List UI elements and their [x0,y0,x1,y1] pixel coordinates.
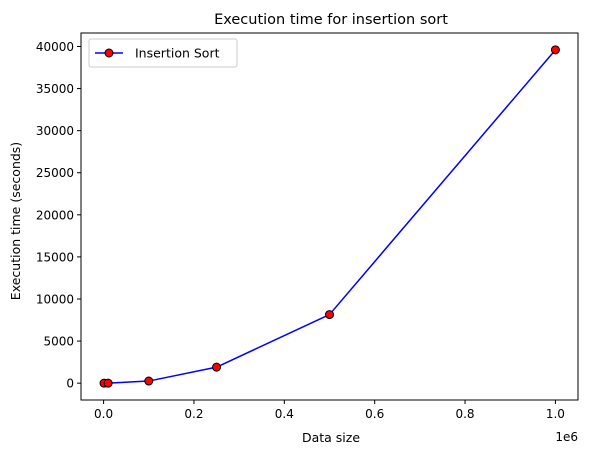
data-point [212,362,222,372]
y-tick-label: 30000 [36,124,74,138]
x-tick-label: 0.2 [184,407,203,421]
data-point [550,45,560,55]
x-axis: 0.0 0.2 0.4 0.6 0.8 1.0 [94,400,565,421]
series-line-insertion-sort [104,49,556,384]
x-axis-offset-label: 1e6 [555,430,578,444]
legend-frame [88,38,238,68]
legend: Insertion Sort [88,38,238,68]
y-tick-label: 35000 [36,82,74,96]
x-axis-label: Data size [302,430,360,445]
axes-frame [80,32,579,401]
y-tick-label: 10000 [36,292,74,306]
x-tick-label: 0.8 [455,407,474,421]
y-tick-label: 15000 [36,250,74,264]
legend-marker-sample [104,48,114,58]
y-tick-label: 40000 [36,40,74,54]
plot-area [99,45,560,388]
y-tick-label: 0 [66,377,74,391]
chart-title: Execution time for insertion sort [214,12,448,28]
x-tick-label: 0.0 [94,407,113,421]
x-tick-label: 0.6 [365,407,384,421]
x-tick-label: 1.0 [546,407,565,421]
y-tick-label: 20000 [36,208,74,222]
axes-border [80,32,579,401]
y-tick-label: 25000 [36,166,74,180]
x-tick-label: 0.4 [275,407,294,421]
legend-label: Insertion Sort [135,46,220,61]
data-point [103,378,113,388]
data-point [325,310,334,320]
y-tick-label: 5000 [43,335,74,349]
y-axis-label: Execution time (seconds) [8,142,23,300]
y-axis: 0 5000 10000 15000 20000 25000 30000 35000 40000 [36,40,81,391]
data-point [144,376,154,386]
